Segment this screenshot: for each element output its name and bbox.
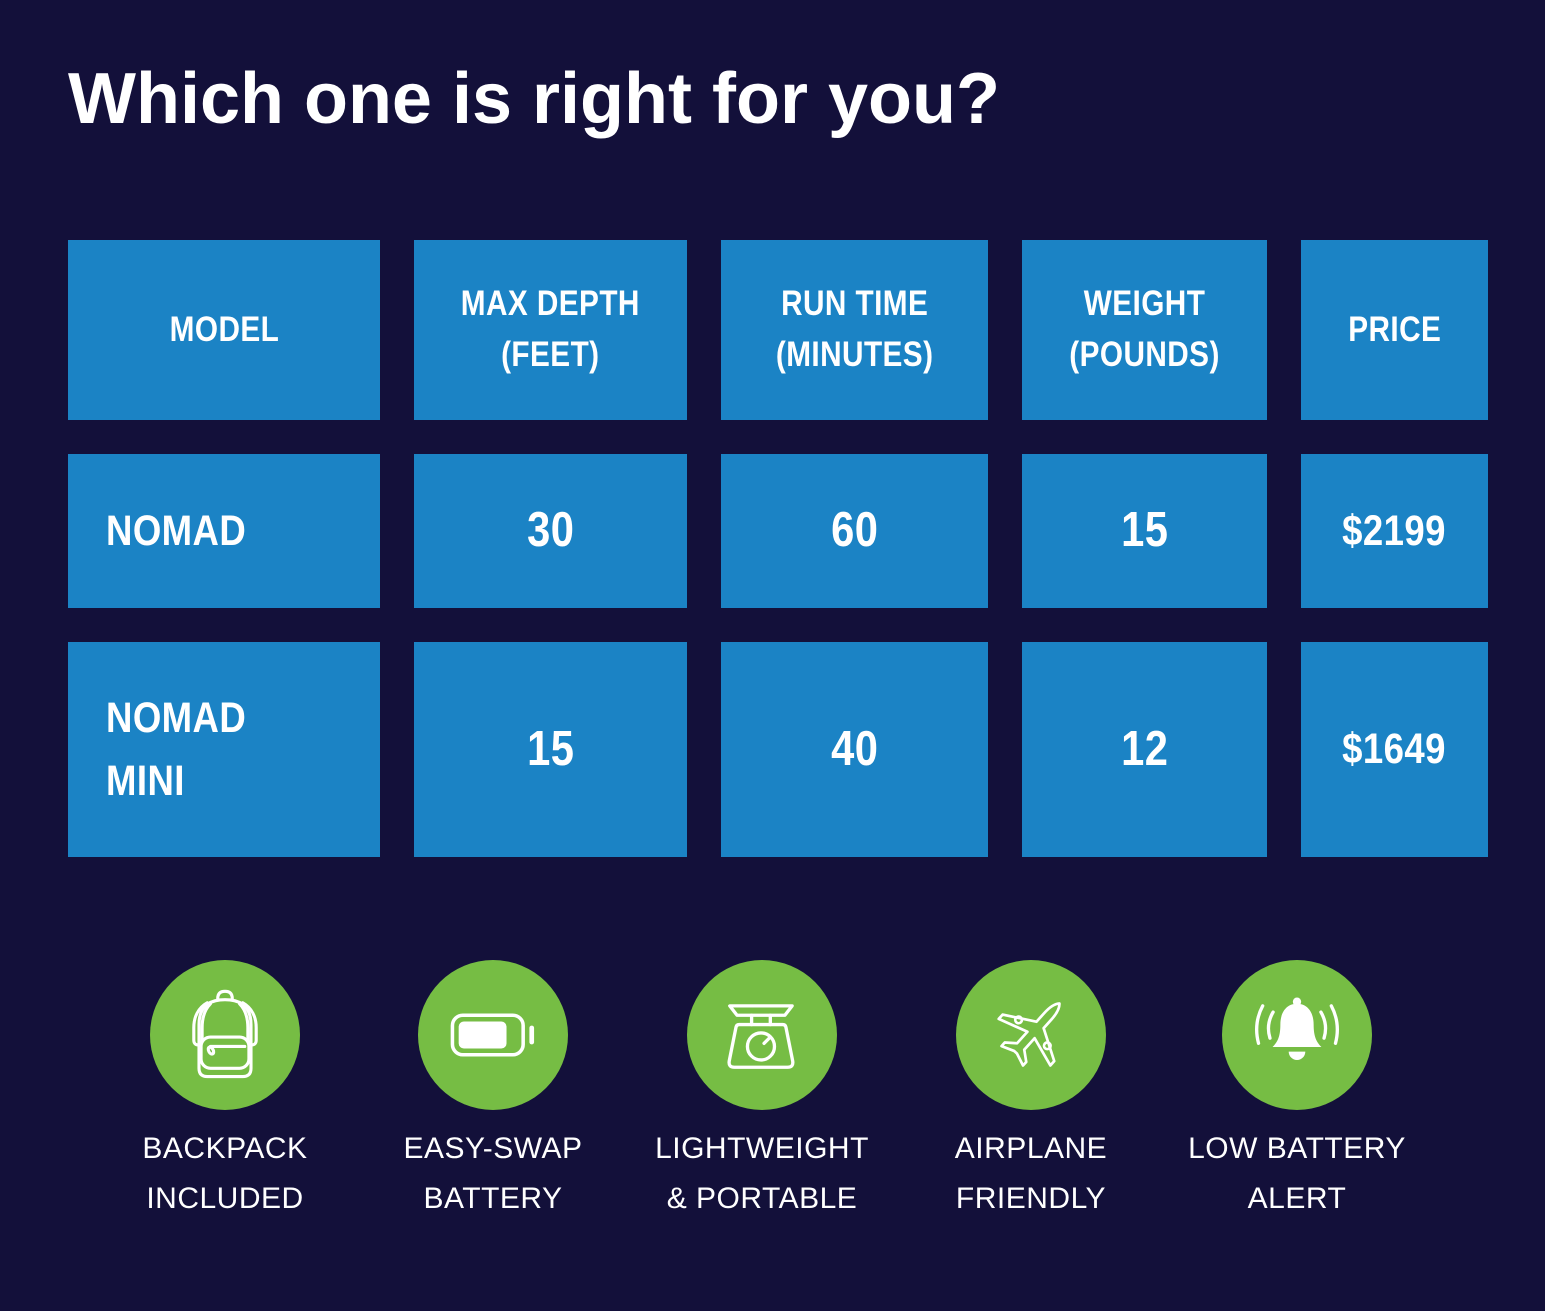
row-nomad-model-cell: NOMAD bbox=[68, 454, 380, 608]
backpack-icon bbox=[150, 960, 300, 1110]
scale-icon bbox=[687, 960, 837, 1110]
comparison-table: MODEL MAX DEPTH (FEET) RUN TIME (MINUTES… bbox=[68, 240, 1488, 857]
row-nomad-run-time-cell: 60 bbox=[721, 454, 988, 608]
row-nomad-mini-max-depth-cell: 15 bbox=[414, 642, 687, 857]
row-nomad-mini-price-cell: $1649 bbox=[1301, 642, 1488, 857]
page-title: Which one is right for you? bbox=[68, 59, 1000, 139]
feature-backpack: BACKPACK INCLUDED bbox=[90, 960, 360, 1225]
feature-scale: LIGHTWEIGHT & PORTABLE bbox=[627, 960, 897, 1225]
row-nomad-mini-weight-cell: 12 bbox=[1022, 642, 1267, 857]
airplane-icon bbox=[956, 960, 1106, 1110]
cell-value: 12 bbox=[1120, 721, 1169, 776]
row-nomad-max-depth-cell: 30 bbox=[414, 454, 687, 608]
feature-label: BACKPACK INCLUDED bbox=[142, 1132, 308, 1216]
header-cell-model: MODEL bbox=[68, 240, 380, 420]
model-name: NOMAD bbox=[106, 506, 247, 555]
feature-bell: LOW BATTERY ALERT bbox=[1162, 960, 1432, 1225]
header-label: MODEL bbox=[169, 309, 279, 349]
cell-value: 15 bbox=[1120, 503, 1169, 558]
row-nomad-mini-model-cell: NOMAD MINI bbox=[68, 642, 380, 857]
feature-label: EASY-SWAP BATTERY bbox=[403, 1132, 583, 1216]
feature-row: BACKPACK INCLUDED EASY-SWAP BATTERY bbox=[0, 960, 1545, 1260]
model-name: NOMAD MINI bbox=[106, 694, 247, 805]
header-label: WEIGHT (POUNDS) bbox=[1069, 284, 1220, 374]
header-cell-weight: WEIGHT (POUNDS) bbox=[1022, 240, 1267, 420]
feature-airplane: AIRPLANE FRIENDLY bbox=[896, 960, 1166, 1225]
header-label: PRICE bbox=[1347, 309, 1442, 349]
cell-value: 30 bbox=[526, 503, 575, 558]
header-cell-max-depth: MAX DEPTH (FEET) bbox=[414, 240, 687, 420]
header-cell-price: PRICE bbox=[1301, 240, 1488, 420]
row-nomad-weight-cell: 15 bbox=[1022, 454, 1267, 608]
header-cell-run-time: RUN TIME (MINUTES) bbox=[721, 240, 988, 420]
bell-icon bbox=[1222, 960, 1372, 1110]
feature-battery: EASY-SWAP BATTERY bbox=[358, 960, 628, 1225]
battery-icon bbox=[418, 960, 568, 1110]
feature-label: AIRPLANE FRIENDLY bbox=[954, 1132, 1108, 1216]
cell-value: 40 bbox=[830, 721, 879, 776]
feature-label: LIGHTWEIGHT & PORTABLE bbox=[655, 1132, 869, 1216]
cell-value: 15 bbox=[526, 721, 575, 776]
header-label: MAX DEPTH (FEET) bbox=[460, 284, 641, 374]
cell-value: 60 bbox=[830, 503, 879, 558]
cell-value: $1649 bbox=[1342, 725, 1447, 774]
row-nomad-price-cell: $2199 bbox=[1301, 454, 1488, 608]
feature-label: LOW BATTERY ALERT bbox=[1188, 1132, 1406, 1216]
header-label: RUN TIME (MINUTES) bbox=[775, 284, 934, 374]
row-nomad-mini-run-time-cell: 40 bbox=[721, 642, 988, 857]
cell-value: $2199 bbox=[1342, 506, 1447, 555]
